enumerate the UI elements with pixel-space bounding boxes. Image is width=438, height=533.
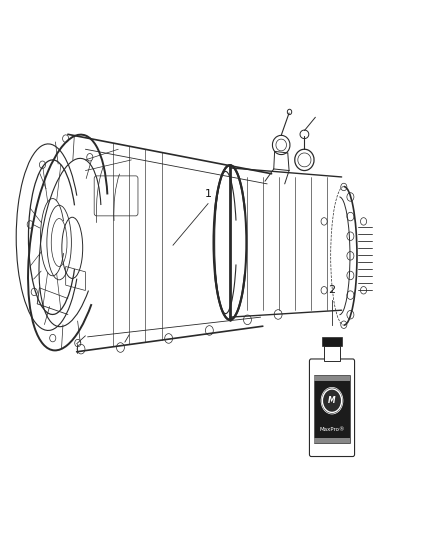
Bar [314,375,350,442]
Circle shape [321,387,343,414]
Text: 2: 2 [328,285,336,295]
Text: M: M [328,396,336,405]
Bar [314,376,350,382]
Bar [322,337,342,346]
Circle shape [322,389,342,413]
FancyBboxPatch shape [309,359,354,456]
Bar [314,438,350,442]
Bar [324,346,340,361]
Text: MaxPro®: MaxPro® [319,426,345,432]
Text: 1: 1 [205,189,212,199]
